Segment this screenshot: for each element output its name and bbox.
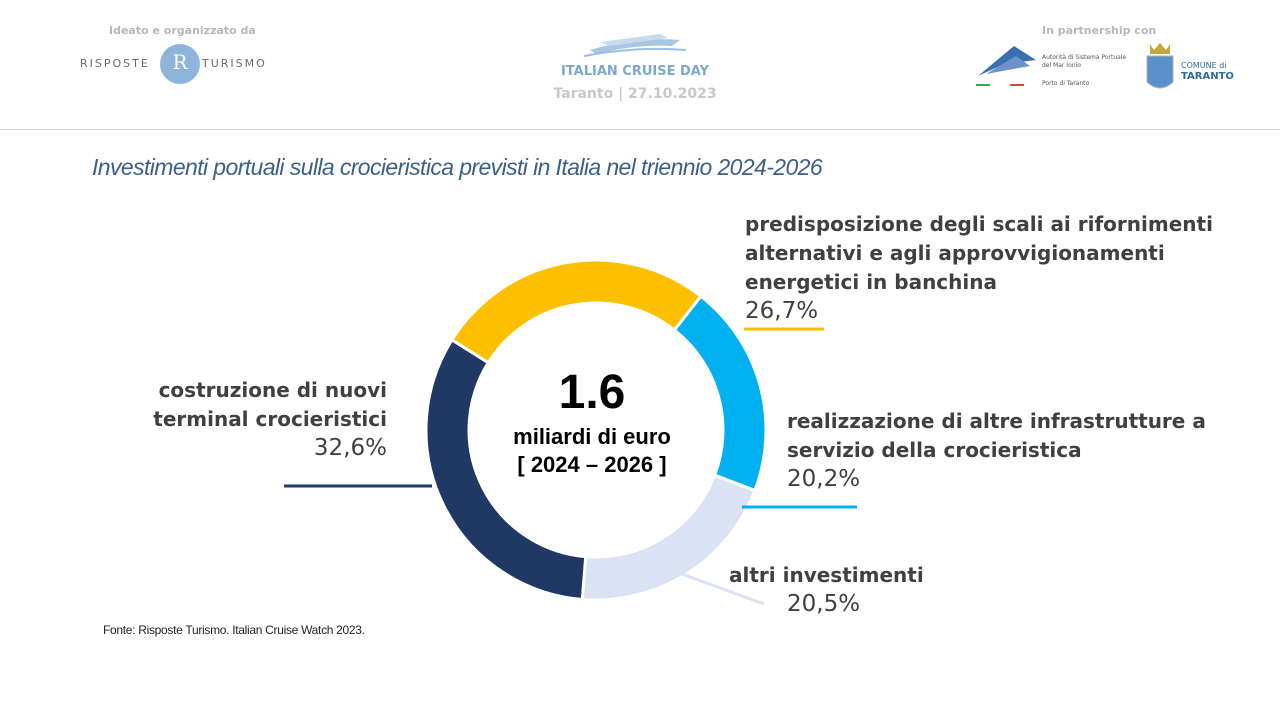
donut-slices <box>424 258 768 602</box>
slice-refuelling <box>449 258 704 365</box>
partner-label: In partnership con <box>1042 24 1157 37</box>
label-refuelling-line-1: predisposizione degli scali ai rifornime… <box>745 212 1213 236</box>
label-other-investments-line-1: altri investimenti <box>729 563 924 587</box>
total-value: 1.6 <box>558 366 626 419</box>
port-authority-porto: Porto di Taranto <box>1042 80 1090 87</box>
label-new-terminals-line-2: terminal crocieristici <box>153 407 387 431</box>
port-authority-logo: Autorità di Sistema Portuale del Mar Ion… <box>974 42 1126 92</box>
header-divider <box>0 129 1280 130</box>
label-other-infrastructure-value: 20,2% <box>787 466 861 492</box>
event-title: ITALIAN CRUISE DAY <box>560 64 710 79</box>
label-refuelling-value: 26,7% <box>745 298 819 324</box>
italian-cruise-day-logo: ITALIAN CRUISE DAY Taranto | 27.10.2023 <box>540 26 730 110</box>
leader-lines <box>284 327 857 606</box>
label-refuelling-line-2: alternativi e agli approvvigionamenti <box>745 241 1165 265</box>
label-new-terminals-value: 32,6% <box>313 435 387 461</box>
comune-taranto-name: COMUNE di TARANTO <box>1181 60 1234 82</box>
label-new-terminals-line-1: costruzione di nuovi <box>158 378 387 402</box>
rt-logo-left-word: RISPOSTE <box>80 57 150 70</box>
rt-logo-mark: R <box>160 44 200 84</box>
port-authority-name: Autorità di Sistema Portuale del Mar Ion… <box>1042 54 1127 69</box>
comune-line2: TARANTO <box>1181 71 1234 82</box>
label-other-infrastructure: realizzazione di altre infrastrutture a … <box>787 407 1227 494</box>
label-other-investments-value: 20,5% <box>787 591 861 617</box>
leader-other-investments <box>681 572 765 606</box>
label-other-infrastructure-line-2: servizio della crocieristica <box>787 438 1082 462</box>
event-subtitle: Taranto | 27.10.2023 <box>553 86 717 102</box>
label-other-investments: altri investimenti 20,5% <box>729 561 949 619</box>
port-authority-icon <box>976 46 1036 86</box>
label-new-terminals: costruzione di nuovi terminal crocierist… <box>100 376 387 463</box>
source-note: Fonte: Risposte Turismo. Italian Cruise … <box>103 623 365 637</box>
header: Ideato e organizzato da RISPOSTE R TURIS… <box>0 0 1280 130</box>
chart-subtitle: Investimenti portuali sulla crocieristic… <box>92 154 823 180</box>
coat-of-arms-icon <box>1146 43 1174 89</box>
rt-logo-right-word: TURISMO <box>202 57 267 70</box>
total-unit: miliardi di euro <box>513 424 671 449</box>
rt-logo-letter: R <box>172 50 188 74</box>
label-other-infrastructure-line-1: realizzazione di altre infrastrutture a <box>787 409 1206 433</box>
label-refuelling: predisposizione degli scali ai rifornime… <box>745 210 1225 326</box>
total-period: [ 2024 – 2026 ] <box>517 452 667 477</box>
label-refuelling-line-3: energetici in banchina <box>745 270 997 294</box>
organizer-label: Ideato e organizzato da <box>109 24 256 37</box>
risposte-turismo-logo: RISPOSTE R TURISMO <box>80 44 280 90</box>
comune-taranto-logo: COMUNE di TARANTO <box>1145 42 1245 94</box>
comune-line1: COMUNE di <box>1181 61 1227 70</box>
slice-new-terminals <box>424 337 588 602</box>
ship-icon <box>583 34 687 57</box>
